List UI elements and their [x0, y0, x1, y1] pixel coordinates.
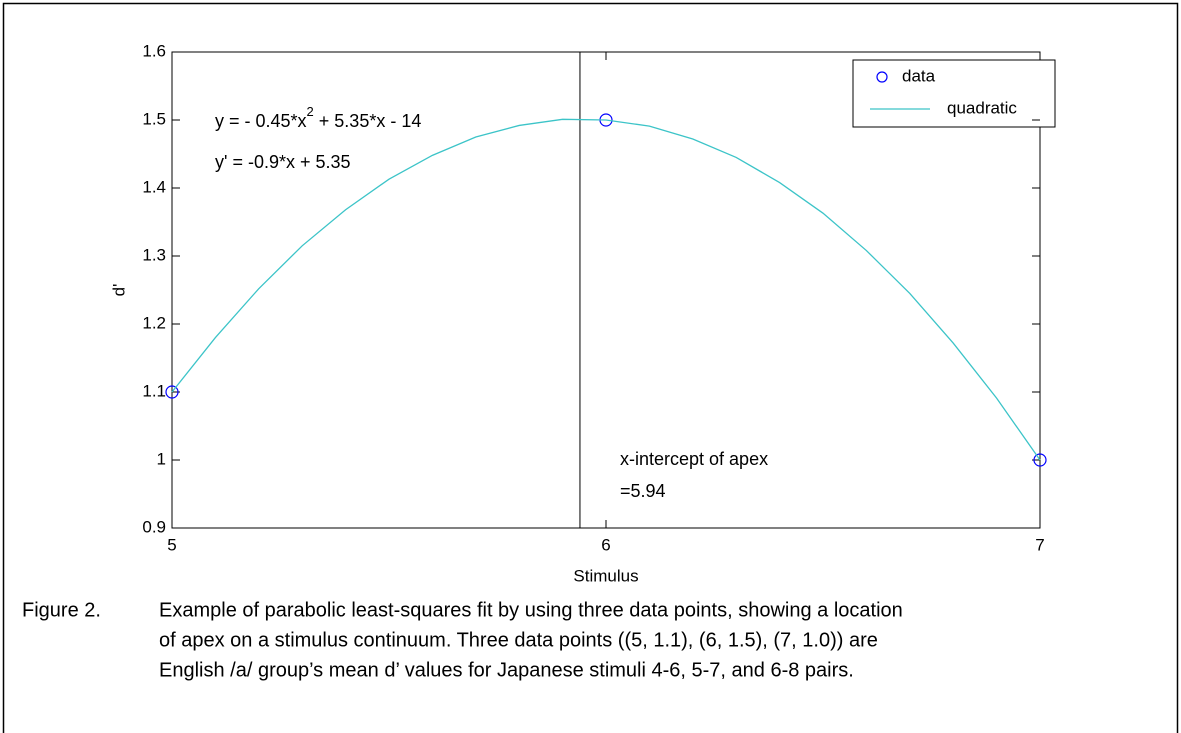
annotation: =5.94 — [620, 481, 666, 501]
y-tick-label: 1.1 — [142, 381, 166, 400]
data-point — [1033, 453, 1047, 467]
legend-label: data — [902, 66, 936, 85]
caption-line: English /a/ group’s mean d’ values for J… — [159, 659, 854, 681]
caption-line: of apex on a stimulus continuum. Three d… — [159, 629, 878, 651]
fit-curve — [171, 118, 1041, 461]
derivative: y' = -0.9*x + 5.35 — [215, 152, 351, 172]
y-tick-label: 1.5 — [142, 109, 166, 128]
equation-text: y = - 0.45*x — [215, 111, 307, 131]
legend-label: quadratic — [947, 98, 1017, 117]
equation: y = - 0.45*x2 + 5.35*x - 14 — [215, 104, 421, 130]
y-tick-label: 1.6 — [142, 41, 166, 60]
y-axis-label: d' — [109, 284, 128, 297]
data-point — [165, 385, 179, 399]
x-tick-label: 5 — [167, 535, 176, 554]
equation-exponent: 2 — [307, 104, 314, 119]
x-tick-label: 6 — [601, 535, 610, 554]
caption-line: Example of parabolic least-squares fit b… — [159, 599, 903, 621]
y-tick-label: 1 — [157, 449, 166, 468]
y-tick-label: 1.2 — [142, 313, 166, 332]
legend — [852, 59, 1056, 128]
annotation: x-intercept of apex — [620, 449, 768, 469]
equation-text: + 5.35*x - 14 — [314, 111, 422, 131]
x-axis-label: Stimulus — [573, 566, 638, 585]
y-tick-label: 0.9 — [142, 517, 166, 536]
y-tick-label: 1.3 — [142, 245, 166, 264]
x-tick-label: 7 — [1035, 535, 1044, 554]
legend-marker — [876, 71, 888, 83]
caption-label: Figure 2. — [22, 599, 101, 621]
y-tick-label: 1.4 — [142, 177, 166, 196]
